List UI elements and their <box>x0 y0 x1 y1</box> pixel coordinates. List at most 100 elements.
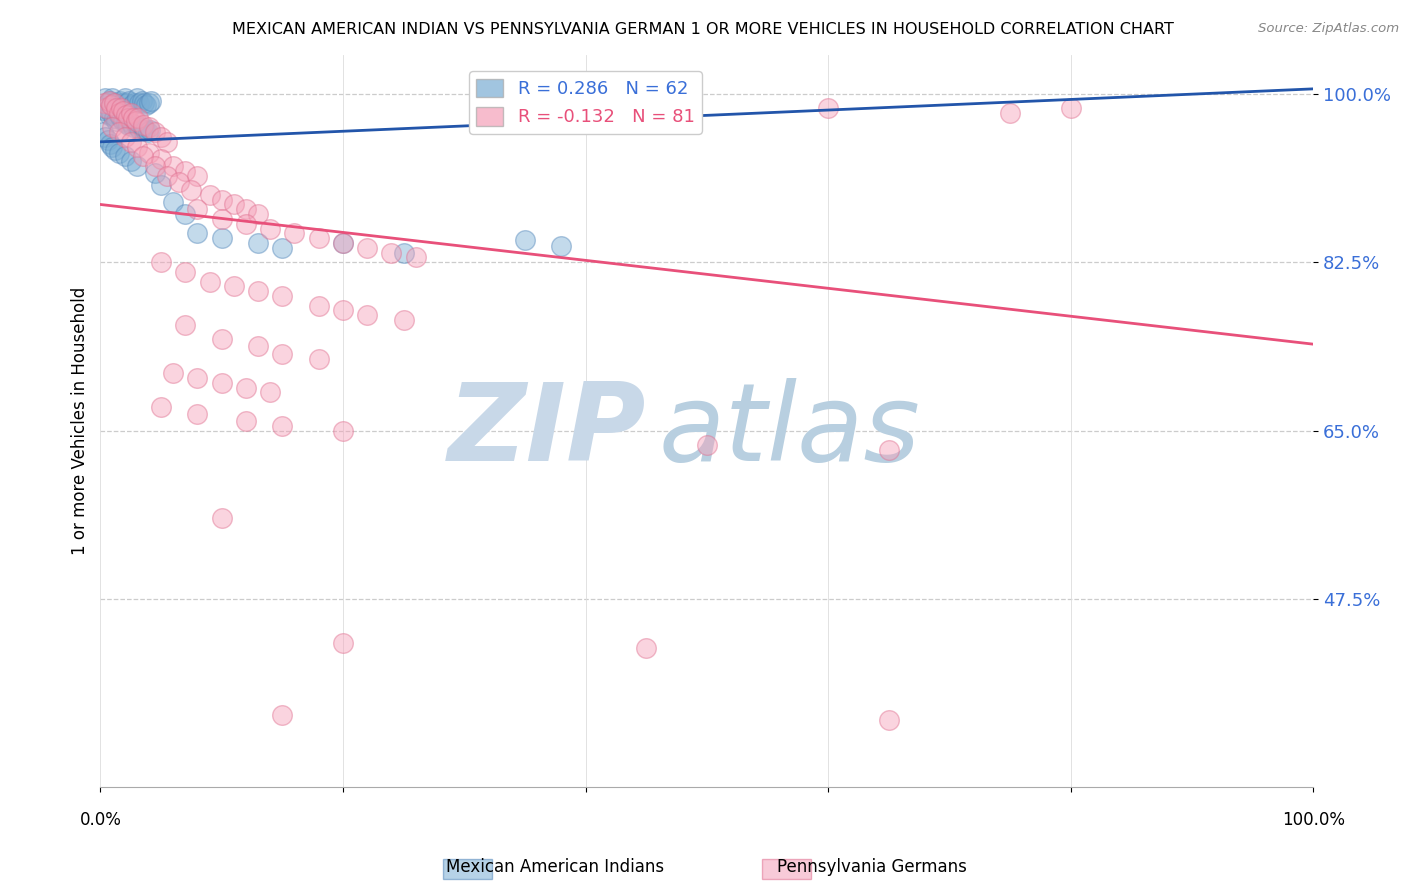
Point <box>308 231 330 245</box>
Legend: R = 0.286   N = 62, R = -0.132   N = 81: R = 0.286 N = 62, R = -0.132 N = 81 <box>470 71 702 134</box>
Point <box>174 207 197 221</box>
Point <box>103 96 125 111</box>
Point <box>186 407 208 421</box>
Point <box>308 299 330 313</box>
Point <box>107 146 129 161</box>
Point <box>120 135 142 149</box>
Point <box>198 187 221 202</box>
Point <box>98 95 121 109</box>
Point <box>247 207 270 221</box>
Text: 100.0%: 100.0% <box>1282 812 1344 830</box>
Point <box>121 98 143 112</box>
Point <box>550 239 572 253</box>
Point <box>94 130 117 145</box>
Point <box>211 211 233 226</box>
Point <box>167 175 190 189</box>
Point <box>108 95 131 109</box>
Point <box>211 231 233 245</box>
Text: atlas: atlas <box>658 378 920 483</box>
Point <box>131 95 153 109</box>
Point <box>132 149 155 163</box>
Point <box>120 154 142 169</box>
Point <box>104 143 127 157</box>
Point <box>235 414 257 428</box>
Point <box>143 125 166 139</box>
Point <box>138 96 160 111</box>
Point <box>186 371 208 385</box>
Point <box>174 163 197 178</box>
Point <box>132 96 155 111</box>
Text: Source: ZipAtlas.com: Source: ZipAtlas.com <box>1258 22 1399 36</box>
Point <box>332 424 354 438</box>
Point <box>134 123 156 137</box>
Point <box>174 318 197 332</box>
Point <box>235 202 257 217</box>
Point <box>817 101 839 115</box>
Point <box>222 279 245 293</box>
Point <box>97 95 120 109</box>
Point <box>132 118 155 132</box>
Text: Pennsylvania Germans: Pennsylvania Germans <box>776 858 967 876</box>
Text: MEXICAN AMERICAN INDIAN VS PENNSYLVANIA GERMAN 1 OR MORE VEHICLES IN HOUSEHOLD C: MEXICAN AMERICAN INDIAN VS PENNSYLVANIA … <box>232 22 1174 37</box>
Point <box>283 227 305 241</box>
Point <box>125 91 148 105</box>
Point <box>93 96 115 111</box>
Point <box>247 339 270 353</box>
Point <box>105 101 128 115</box>
Point <box>110 101 132 115</box>
Point <box>97 133 120 147</box>
Point <box>124 96 146 111</box>
Point <box>186 227 208 241</box>
Point <box>118 95 141 109</box>
Point <box>124 118 146 132</box>
Point <box>129 123 152 137</box>
Point <box>94 91 117 105</box>
Point <box>143 166 166 180</box>
Point <box>162 159 184 173</box>
Point <box>877 713 900 727</box>
Point <box>356 308 378 322</box>
Point <box>271 419 294 434</box>
Point <box>117 118 139 132</box>
Point <box>112 103 135 118</box>
Point <box>120 115 142 129</box>
Point <box>101 139 124 153</box>
Point <box>211 376 233 390</box>
Point <box>112 113 135 128</box>
Point <box>132 120 155 135</box>
Text: Mexican American Indians: Mexican American Indians <box>446 858 665 876</box>
Text: ZIP: ZIP <box>447 378 647 483</box>
Point <box>127 120 149 135</box>
Point <box>150 130 173 145</box>
Point <box>100 98 122 112</box>
Point <box>101 91 124 105</box>
Point <box>96 101 118 115</box>
Point <box>332 636 354 650</box>
Point <box>107 125 129 139</box>
Point <box>235 217 257 231</box>
Point <box>120 106 142 120</box>
FancyBboxPatch shape <box>762 859 811 879</box>
Point <box>392 245 415 260</box>
Point <box>198 275 221 289</box>
Point <box>162 194 184 209</box>
Point <box>125 159 148 173</box>
Point <box>97 96 120 111</box>
Point <box>96 103 118 118</box>
Point <box>222 197 245 211</box>
Point <box>877 443 900 458</box>
Point <box>136 125 159 139</box>
Point <box>174 265 197 279</box>
Point <box>696 438 718 452</box>
Text: 0.0%: 0.0% <box>79 812 121 830</box>
Point <box>111 96 134 111</box>
Point <box>107 108 129 122</box>
Point <box>405 251 427 265</box>
Point <box>271 708 294 723</box>
Point <box>101 120 124 135</box>
Point <box>91 125 114 139</box>
Point <box>235 380 257 394</box>
Point <box>156 135 179 149</box>
Point <box>156 169 179 183</box>
Point <box>211 193 233 207</box>
